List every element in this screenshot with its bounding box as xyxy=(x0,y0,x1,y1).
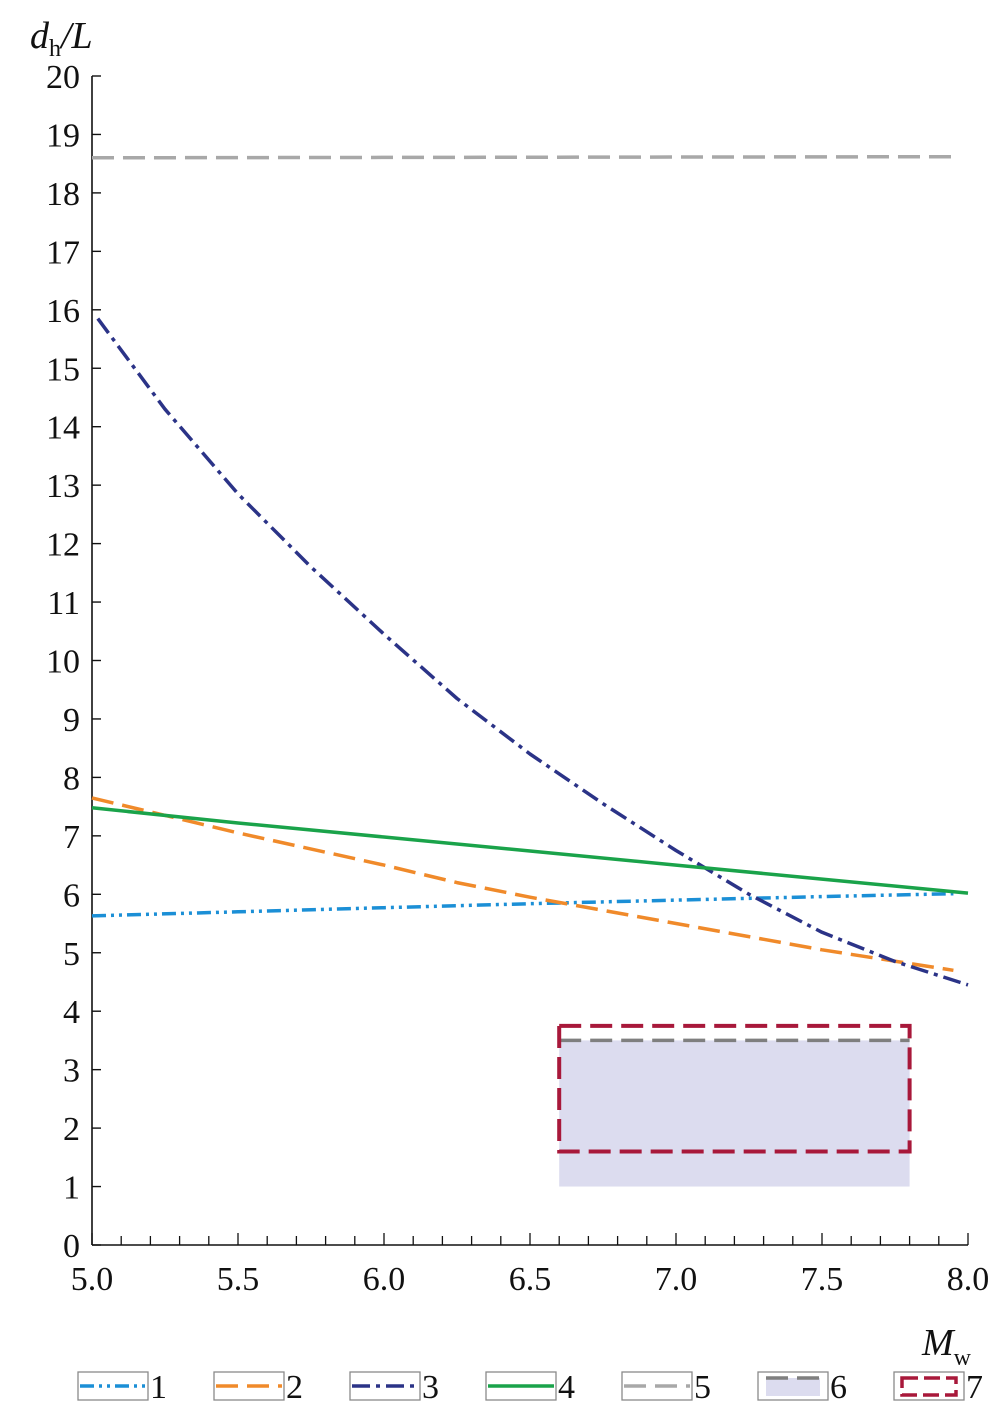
legend-item-2: 2 xyxy=(213,1369,303,1406)
series-6-region xyxy=(559,1040,910,1187)
series-3-line xyxy=(96,317,969,987)
legend-label: 3 xyxy=(422,1369,439,1406)
legend-label: 6 xyxy=(830,1369,847,1406)
x-tick-label: 5.0 xyxy=(71,1261,114,1298)
legend-item-7: 7 xyxy=(893,1369,983,1406)
y-tick-label: 4 xyxy=(63,994,80,1031)
y-axis-label-rest: /L xyxy=(59,15,93,57)
y-axis-label-main: d xyxy=(30,15,50,57)
chart-legend: 1 2 3 4 5 6 7 xyxy=(77,1369,983,1406)
chart-labels: dh/L Mw xyxy=(30,15,972,1371)
y-axis-label-sub: h xyxy=(49,36,61,62)
y-tick-label: 20 xyxy=(46,59,80,96)
y-tick-label: 17 xyxy=(46,234,80,271)
legend-box xyxy=(77,1371,149,1401)
x-tick-label: 5.5 xyxy=(217,1261,260,1298)
legend-box xyxy=(213,1371,285,1401)
y-tick-label: 9 xyxy=(63,702,80,739)
legend-box xyxy=(621,1371,693,1401)
legend-label: 5 xyxy=(694,1369,711,1406)
y-tick-label: 11 xyxy=(47,585,80,622)
legend-box xyxy=(757,1371,829,1401)
x-tick-label: 6.0 xyxy=(363,1261,406,1298)
legend-item-1: 1 xyxy=(77,1369,167,1406)
legend-box xyxy=(485,1371,557,1401)
legend-item-5: 5 xyxy=(621,1369,711,1406)
legend-box xyxy=(893,1371,965,1401)
x-axis-label-sub: w xyxy=(954,1345,972,1371)
x-tick-label: 7.0 xyxy=(655,1261,698,1298)
chart-series xyxy=(91,154,969,1154)
legend-item-3: 3 xyxy=(349,1369,439,1406)
series-1-line xyxy=(91,891,954,918)
legend-label: 4 xyxy=(558,1369,575,1406)
y-tick-label: 16 xyxy=(46,293,80,330)
y-tick-label: 14 xyxy=(46,410,80,447)
series-7-rectangle xyxy=(557,1023,912,1154)
x-tick-label: 6.5 xyxy=(509,1261,552,1298)
x-tick-label: 7.5 xyxy=(801,1261,844,1298)
y-tick-label: 19 xyxy=(46,117,80,154)
y-tick-label: 3 xyxy=(63,1053,80,1090)
y-tick-label: 2 xyxy=(63,1111,80,1148)
series-2-line xyxy=(91,796,954,973)
legend-label: 7 xyxy=(966,1369,983,1406)
y-tick-label: 10 xyxy=(46,644,80,681)
y-tick-label: 5 xyxy=(63,936,80,973)
chart-regions xyxy=(559,1038,910,1187)
y-tick-label: 0 xyxy=(63,1228,80,1265)
x-tick-label: 8.0 xyxy=(947,1261,990,1298)
y-tick-label: 7 xyxy=(63,819,80,856)
x-axis-label: Mw xyxy=(921,1322,972,1371)
legend-swatch-rect xyxy=(900,1376,958,1397)
y-tick-label: 8 xyxy=(63,760,80,797)
x-axis-label-main: M xyxy=(921,1322,956,1364)
legend-label: 2 xyxy=(286,1369,303,1406)
y-axis-label: dh/L xyxy=(30,15,93,62)
legend-box xyxy=(349,1371,421,1401)
series-4-line xyxy=(91,806,969,895)
legend-item-6: 6 xyxy=(757,1369,847,1406)
y-tick-label: 1 xyxy=(63,1170,80,1207)
y-tick-label: 13 xyxy=(46,468,80,505)
y-tick-label: 18 xyxy=(46,176,80,213)
y-tick-label: 15 xyxy=(46,351,80,388)
y-tick-label: 6 xyxy=(63,877,80,914)
series-5-line xyxy=(91,154,954,160)
legend-swatch-region xyxy=(766,1378,820,1396)
y-tick-label: 12 xyxy=(46,527,80,564)
legend-label: 1 xyxy=(150,1369,167,1406)
legend-item-4: 4 xyxy=(485,1369,575,1406)
